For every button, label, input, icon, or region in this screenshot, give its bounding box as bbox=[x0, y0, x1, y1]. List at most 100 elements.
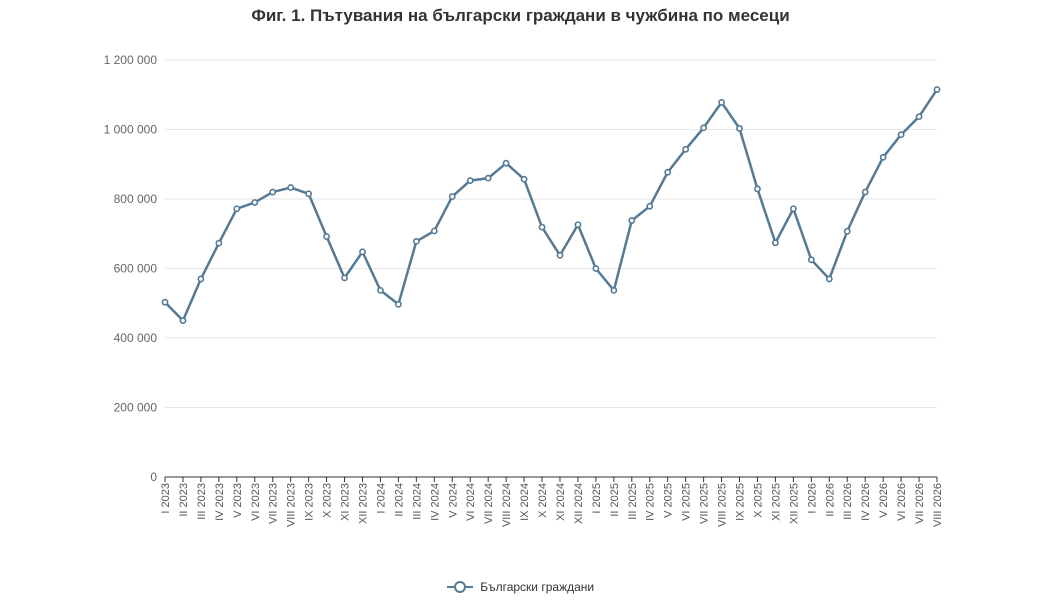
data-point bbox=[718, 98, 725, 106]
data-point bbox=[736, 125, 743, 132]
data-point bbox=[843, 227, 851, 235]
x-tick-label: X 2023 bbox=[322, 483, 334, 518]
data-point bbox=[287, 184, 295, 191]
x-tick-label: VIII 2026 bbox=[932, 483, 944, 527]
data-point bbox=[233, 205, 241, 213]
x-tick-label: VI 2024 bbox=[465, 483, 477, 521]
x-tick-label: V 2025 bbox=[663, 483, 675, 518]
x-tick-label: VIII 2023 bbox=[286, 483, 298, 527]
chart-title: Фиг. 1. Пътувания на български граждани … bbox=[251, 6, 790, 25]
x-tick-label: VI 2025 bbox=[681, 483, 693, 521]
data-point bbox=[825, 275, 833, 283]
x-tick-label: V 2023 bbox=[232, 483, 244, 518]
x-tick-label: II 2023 bbox=[178, 483, 190, 517]
x-tick-label: IV 2024 bbox=[429, 483, 441, 521]
data-point bbox=[448, 193, 456, 200]
y-tick-label: 1 200 000 bbox=[104, 53, 158, 67]
data-point bbox=[879, 153, 887, 161]
x-tick-label: IV 2025 bbox=[645, 483, 657, 521]
y-tick-label: 200 000 bbox=[114, 401, 158, 415]
x-tick-label: XII 2025 bbox=[788, 483, 800, 524]
data-point bbox=[628, 217, 636, 224]
x-tick-label: III 2026 bbox=[842, 483, 854, 520]
x-tick-label: II 2024 bbox=[393, 483, 405, 517]
x-tick-label: VI 2023 bbox=[250, 483, 262, 521]
x-tick-label: VIII 2024 bbox=[501, 483, 513, 527]
x-tick-label: III 2025 bbox=[627, 483, 639, 520]
y-tick-label: 800 000 bbox=[114, 192, 158, 206]
y-tick-label: 0 bbox=[150, 470, 157, 484]
line-chart: 0 200 000 400 000 600 000 800 000 1 000 000 1 … bbox=[104, 53, 944, 527]
data-point bbox=[933, 86, 941, 93]
data-point bbox=[341, 274, 348, 282]
data-point bbox=[484, 174, 492, 182]
legend[interactable]: Български граждани bbox=[0, 579, 1041, 594]
data-point bbox=[646, 202, 654, 210]
x-tick-label: XI 2023 bbox=[340, 483, 352, 521]
x-tick-label: IX 2024 bbox=[519, 483, 531, 521]
data-point bbox=[861, 188, 869, 196]
data-point bbox=[430, 227, 438, 235]
x-tick-label: XI 2025 bbox=[770, 483, 782, 521]
x-tick-label: VII 2023 bbox=[268, 483, 280, 524]
x-tick-label: VII 2024 bbox=[483, 483, 495, 524]
x-tick-label: XII 2024 bbox=[573, 483, 585, 524]
data-point bbox=[323, 233, 330, 240]
y-tick-label: 1 000 000 bbox=[104, 123, 158, 137]
x-tick-label: II 2025 bbox=[609, 483, 621, 517]
x-tick-label: IX 2023 bbox=[304, 483, 316, 521]
data-point bbox=[412, 237, 420, 245]
legend-line-marker-icon bbox=[446, 580, 473, 594]
x-tick-label: II 2026 bbox=[824, 483, 836, 517]
x-tick-label: I 2025 bbox=[591, 483, 603, 514]
data-point bbox=[502, 159, 510, 167]
x-tick-label: VII 2025 bbox=[699, 483, 711, 524]
x-tick-label: III 2024 bbox=[411, 483, 423, 520]
x-tick-label: IV 2023 bbox=[214, 483, 226, 521]
y-tick-label: 600 000 bbox=[114, 262, 158, 276]
x-tick-label: I 2026 bbox=[806, 483, 818, 514]
data-point bbox=[251, 199, 259, 206]
data-point bbox=[592, 265, 600, 272]
data-point bbox=[538, 223, 546, 231]
x-tick-label: VII 2026 bbox=[914, 483, 926, 524]
data-point bbox=[574, 221, 582, 229]
data-point bbox=[215, 239, 223, 247]
data-point bbox=[915, 113, 923, 121]
x-tick-label: VIII 2025 bbox=[717, 483, 729, 527]
x-tick-label: X 2024 bbox=[537, 483, 549, 518]
data-point bbox=[197, 275, 205, 283]
data-point bbox=[664, 168, 672, 176]
data-point bbox=[807, 256, 815, 264]
data-point bbox=[520, 175, 528, 183]
x-tick-label: IV 2026 bbox=[860, 483, 872, 521]
data-point bbox=[466, 177, 474, 184]
data-point bbox=[377, 286, 384, 294]
data-point bbox=[682, 145, 690, 153]
x-tick-label: V 2024 bbox=[447, 483, 459, 518]
data-point bbox=[394, 300, 402, 308]
y-tick-label: 400 000 bbox=[114, 331, 158, 345]
data-point bbox=[269, 188, 277, 196]
x-tick-label: V 2026 bbox=[878, 483, 890, 518]
legend-label: Български граждани bbox=[480, 579, 595, 594]
x-tick-label: IX 2025 bbox=[735, 483, 747, 521]
data-point bbox=[772, 239, 779, 247]
data-point bbox=[556, 251, 564, 259]
data-point bbox=[700, 124, 708, 132]
data-point bbox=[789, 205, 797, 213]
x-tick-label: XI 2024 bbox=[555, 483, 567, 521]
x-tick-label: XII 2023 bbox=[357, 483, 369, 524]
x-tick-label: VI 2026 bbox=[896, 483, 908, 521]
data-point bbox=[897, 131, 905, 139]
data-point bbox=[610, 286, 618, 294]
x-tick-label: X 2025 bbox=[752, 483, 764, 518]
data-point bbox=[754, 185, 761, 193]
data-point bbox=[179, 317, 187, 325]
x-tick-label: I 2023 bbox=[160, 483, 172, 514]
data-point bbox=[305, 190, 313, 198]
series-line bbox=[164, 88, 939, 322]
data-point bbox=[161, 298, 169, 306]
x-tick-label: III 2023 bbox=[196, 483, 208, 520]
